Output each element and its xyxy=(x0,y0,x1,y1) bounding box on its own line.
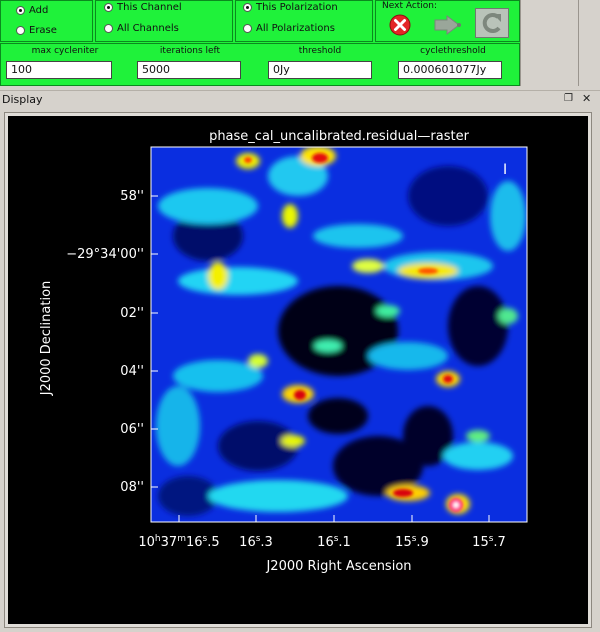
y-tick-label: 08'' xyxy=(120,480,144,495)
cyclethreshold-input[interactable]: 0.000601077Jy xyxy=(398,61,502,79)
iterations-left-label: iterations left xyxy=(159,46,221,56)
radio-this-polarization[interactable]: This Polarization xyxy=(243,2,338,13)
plot-title: phase_cal_uncalibrated.residual—raster xyxy=(209,129,470,144)
radio-add-indicator[interactable] xyxy=(16,6,25,15)
radio-this-channel-indicator[interactable] xyxy=(104,3,113,12)
radio-add[interactable]: Add xyxy=(16,5,48,16)
radio-erase[interactable]: Erase xyxy=(16,25,57,36)
iterations-left-input[interactable]: 5000 xyxy=(137,61,241,79)
max-cycleniter-input[interactable]: 100 xyxy=(6,61,112,79)
y-tick-label: 58'' xyxy=(120,189,144,204)
image-border xyxy=(150,146,528,523)
float-icon[interactable]: ❐ xyxy=(564,93,573,104)
radio-all-channels-label: All Channels xyxy=(117,23,179,34)
radio-this-channel-label: This Channel xyxy=(117,2,182,13)
radio-erase-label: Erase xyxy=(29,25,57,36)
polarization-group xyxy=(235,0,373,42)
plot-canvas[interactable]: I phase_cal_uncalibrated.residual—raster… xyxy=(8,116,588,624)
x-circle-icon xyxy=(389,14,411,36)
refresh-icon xyxy=(482,13,501,34)
radio-all-polarizations[interactable]: All Polarizations xyxy=(243,23,335,34)
arrow-right-icon xyxy=(434,15,461,35)
radio-this-channel[interactable]: This Channel xyxy=(104,2,182,13)
radio-all-channels[interactable]: All Channels xyxy=(104,23,179,34)
side-strip-line xyxy=(578,0,579,86)
x-tick-label-1: 16s.3 xyxy=(239,534,273,550)
stop-button[interactable] xyxy=(383,10,417,40)
y-tick-label: −29°34'00'' xyxy=(66,247,144,262)
mode-group xyxy=(0,0,93,42)
display-dock-header: Display ❐ ✕ xyxy=(0,90,600,109)
continue-button[interactable] xyxy=(431,10,465,40)
y-tick-label: 06'' xyxy=(120,422,144,437)
cursor-marker: I xyxy=(503,162,507,178)
cyclethreshold-label: cyclethreshold xyxy=(420,46,486,56)
raster-peaks xyxy=(244,153,463,512)
x-tick-label-4: 15s.7 xyxy=(472,534,506,550)
radio-all-channels-indicator[interactable] xyxy=(104,24,113,33)
refresh-button[interactable] xyxy=(475,8,509,38)
display-title: Display xyxy=(2,93,43,106)
y-axis-label: J2000 Declination xyxy=(39,281,54,397)
x-ticks: 10h37m16s.5 16s.3 16s.1 15s.9 15s.7 xyxy=(138,515,506,550)
radio-all-polarizations-indicator[interactable] xyxy=(243,24,252,33)
x-axis-label: J2000 Right Ascension xyxy=(265,559,411,574)
y-tick-label: 04'' xyxy=(120,364,144,379)
channel-group xyxy=(95,0,233,42)
raster-blobs xyxy=(156,147,526,516)
radio-erase-indicator[interactable] xyxy=(16,26,25,35)
close-icon[interactable]: ✕ xyxy=(582,92,592,105)
x-tick-label-2: 16s.1 xyxy=(317,534,351,550)
threshold-label: threshold xyxy=(298,46,342,56)
radio-this-polarization-indicator[interactable] xyxy=(243,3,252,12)
controls-side-strip xyxy=(520,0,600,86)
radio-this-polarization-label: This Polarization xyxy=(256,2,338,13)
x-tick-label-0: 10h37m16s.5 xyxy=(138,534,219,550)
y-tick-label: 02'' xyxy=(120,306,144,321)
radio-all-polarizations-label: All Polarizations xyxy=(256,23,335,34)
radio-add-label: Add xyxy=(29,5,49,16)
raster-image: I xyxy=(151,147,527,522)
x-tick-label-3: 15s.9 xyxy=(395,534,429,550)
next-action-title: Next Action: xyxy=(382,1,438,11)
threshold-input[interactable]: 0Jy xyxy=(268,61,372,79)
max-cycleniter-label: max cycleniter xyxy=(31,46,99,56)
y-ticks: 58'' −29°34'00'' 02'' 04'' 06'' 08'' xyxy=(66,189,158,495)
